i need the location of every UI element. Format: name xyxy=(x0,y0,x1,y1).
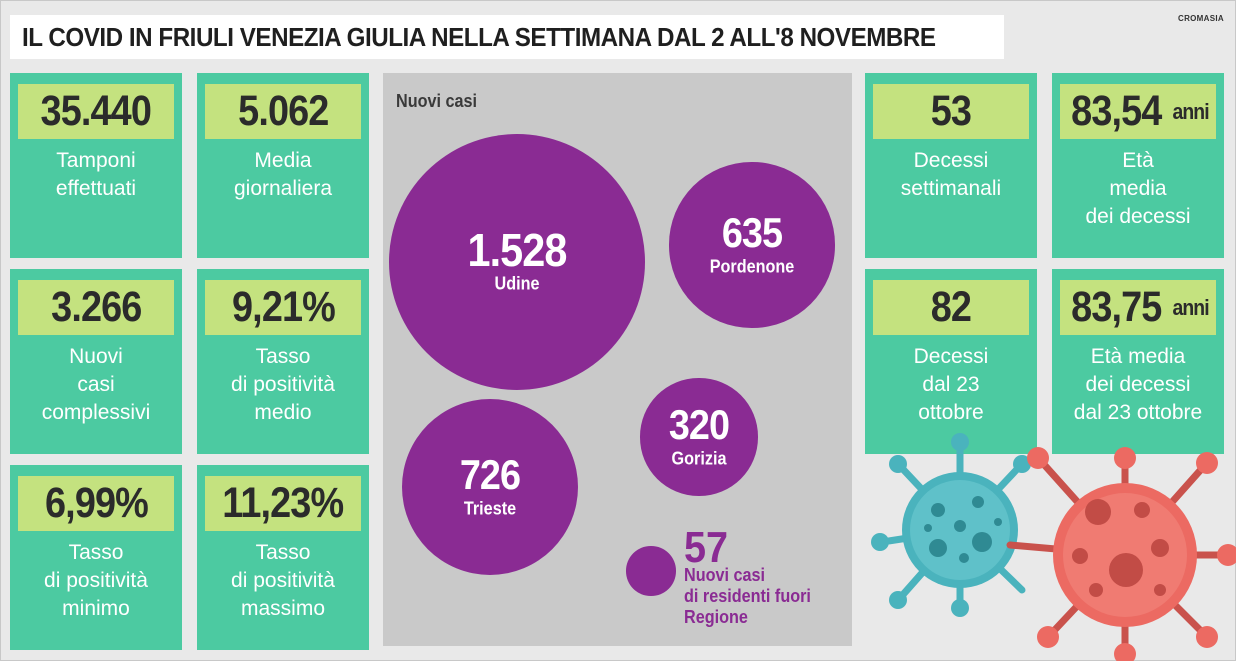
virus-red-icon xyxy=(1006,447,1236,661)
title-bar: IL COVID IN FRIULI VENEZIA GIULIA NELLA … xyxy=(10,15,1004,59)
virus-illustration xyxy=(871,433,1236,661)
outside-region-label: Nuovi casi di residenti fuori Regione xyxy=(684,565,811,627)
stat-label: Decessi settimanali xyxy=(900,149,1002,200)
stat-card-media-giornaliera: 5.062 Media giornaliera xyxy=(197,73,369,258)
bubble-udine xyxy=(389,134,645,390)
chart-title: Nuovi casi xyxy=(396,91,478,111)
stat-value: 3.266 xyxy=(18,280,174,335)
bubble-label: Pordenone xyxy=(709,256,795,277)
stat-label: Tasso di positività minimo xyxy=(44,541,148,620)
stat-value: 83,54 anni xyxy=(1060,84,1216,139)
bubble-nuovi xyxy=(626,546,676,596)
page-title: IL COVID IN FRIULI VENEZIA GIULIA NELLA … xyxy=(22,21,936,52)
stat-value: 9,21% xyxy=(205,280,361,335)
stat-label: Tamponi effettuati xyxy=(55,149,137,200)
virus-teal-icon xyxy=(871,433,1031,617)
stat-value: 82 xyxy=(873,280,1029,335)
stat-value: 6,99% xyxy=(18,476,174,531)
stat-card-tasso-medio: 9,21% Tasso di positività medio xyxy=(197,269,369,454)
stat-label: Media giornaliera xyxy=(233,149,333,200)
bubble-value: 320 xyxy=(668,401,730,448)
stat-label: Età media dei decessi dal 23 ottobre xyxy=(1073,345,1203,424)
bubble-gorizia xyxy=(640,378,758,496)
stat-value: 53 xyxy=(873,84,1029,139)
stat-card-eta-media-23-ottobre: 83,75 anni Età media dei decessi dal 23 ott… xyxy=(1052,269,1224,454)
stat-card-tamponi: 35.440 Tamponi effettuati xyxy=(10,73,182,258)
bubble-pordenone xyxy=(669,162,835,328)
bubble-value: 1.528 xyxy=(467,224,567,276)
stat-value: 11,23% xyxy=(205,476,361,531)
stat-value: 35.440 xyxy=(18,84,174,139)
stat-label: Nuovi casi complessivi xyxy=(41,345,151,424)
stat-label: Tasso di positività medio xyxy=(231,345,335,424)
stat-card-decessi-settimanali: 53 Decessi settimanali xyxy=(865,73,1037,258)
bubble-value: 635 xyxy=(721,209,783,256)
bubble-trieste xyxy=(401,398,579,576)
brand-label: CROMASIA xyxy=(1178,14,1224,23)
bubble-label: Trieste xyxy=(463,498,517,519)
bubble-label: Udine xyxy=(494,273,540,294)
stat-label: Decessi dal 23 ottobre xyxy=(913,345,989,424)
stat-card-nuovi-casi: 3.266 Nuovi casi complessivi xyxy=(10,269,182,454)
stat-card-tasso-minimo: 6,99% Tasso di positività minimo xyxy=(10,465,182,650)
bubble-value: 726 xyxy=(459,451,521,498)
stat-value: 5.062 xyxy=(205,84,361,139)
bubble-label: Gorizia xyxy=(671,448,727,469)
outside-region-value: 57 xyxy=(684,523,729,572)
stat-label: Età media dei decessi xyxy=(1085,149,1191,228)
stat-value: 83,75 anni xyxy=(1060,280,1216,335)
stat-card-decessi-23-ottobre: 82 Decessi dal 23 ottobre xyxy=(865,269,1037,454)
stat-card-eta-media: 83,54 anni Età media dei decessi xyxy=(1052,73,1224,258)
stat-card-tasso-massimo: 11,23% Tasso di positività massimo xyxy=(197,465,369,650)
stat-label: Tasso di positività massimo xyxy=(231,541,335,620)
